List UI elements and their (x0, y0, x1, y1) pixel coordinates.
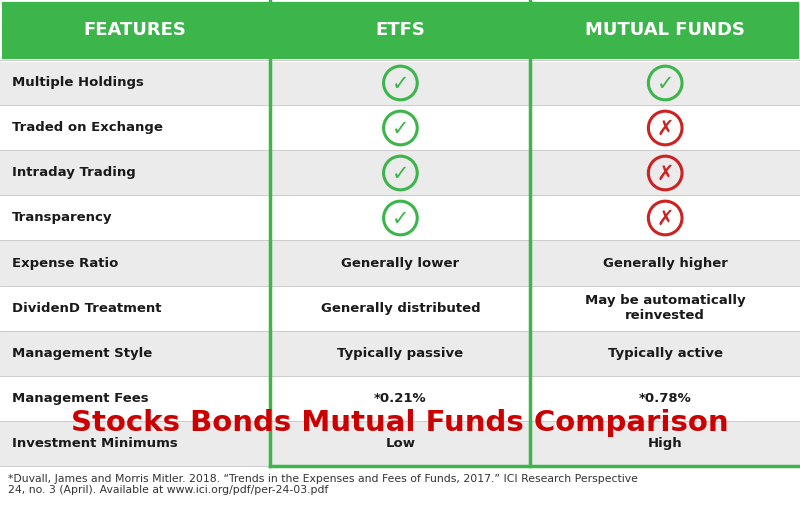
Text: Traded on Exchange: Traded on Exchange (12, 122, 163, 135)
Bar (530, 240, 800, 286)
Text: ✓: ✓ (392, 74, 409, 94)
Bar (270, 330, 530, 376)
Text: High: High (648, 437, 682, 450)
Bar (0, 60, 270, 106)
Bar (530, 150, 800, 196)
Text: Generally higher: Generally higher (602, 257, 728, 269)
Bar (0, 240, 270, 286)
Text: ✗: ✗ (657, 164, 674, 184)
Text: ✓: ✓ (392, 164, 409, 184)
Text: Generally distributed: Generally distributed (321, 301, 480, 315)
Bar (530, 376, 800, 420)
Bar (270, 420, 530, 466)
Bar (270, 106, 530, 150)
Bar (270, 60, 530, 106)
Text: Expense Ratio: Expense Ratio (12, 257, 118, 269)
Text: Investment Minimums: Investment Minimums (12, 437, 178, 450)
Text: Multiple Holdings: Multiple Holdings (12, 76, 144, 89)
Bar (0, 420, 270, 466)
Text: *0.78%: *0.78% (639, 391, 691, 404)
Text: Management Style: Management Style (12, 347, 152, 359)
Text: Intraday Trading: Intraday Trading (12, 167, 136, 179)
Bar (0, 286, 270, 330)
Bar (0, 376, 270, 420)
Bar (530, 60, 800, 106)
Text: ETFS: ETFS (375, 21, 426, 39)
Text: Transparency: Transparency (12, 211, 113, 225)
Text: MUTUAL FUNDS: MUTUAL FUNDS (586, 21, 746, 39)
Bar (530, 286, 800, 330)
Text: Generally lower: Generally lower (342, 257, 459, 269)
Bar (0, 196, 270, 240)
Bar (530, 196, 800, 240)
Bar (270, 150, 530, 196)
Text: ✓: ✓ (392, 209, 409, 229)
Text: Management Fees: Management Fees (12, 391, 149, 404)
Bar (0, 330, 270, 376)
Bar (270, 376, 530, 420)
Bar (270, 240, 530, 286)
Text: ✗: ✗ (657, 209, 674, 229)
Bar (270, 0, 530, 60)
Bar (530, 106, 800, 150)
Text: Low: Low (386, 437, 415, 450)
Bar (0, 106, 270, 150)
Text: *Duvall, James and Morris Mitler. 2018. “Trends in the Expenses and Fees of Fund: *Duvall, James and Morris Mitler. 2018. … (8, 473, 638, 495)
Text: Typically active: Typically active (608, 347, 722, 359)
Text: FEATURES: FEATURES (84, 21, 186, 39)
Bar (530, 0, 800, 60)
Bar (530, 420, 800, 466)
Text: DividenD Treatment: DividenD Treatment (12, 301, 162, 315)
Text: May be automatically
reinvested: May be automatically reinvested (585, 294, 746, 322)
Bar (530, 330, 800, 376)
Bar (270, 286, 530, 330)
Bar (0, 0, 270, 60)
Bar (270, 196, 530, 240)
Text: ✓: ✓ (657, 74, 674, 94)
Text: Typically passive: Typically passive (338, 347, 463, 359)
Text: ✗: ✗ (657, 119, 674, 139)
Text: Stocks Bonds Mutual Funds Comparison: Stocks Bonds Mutual Funds Comparison (71, 409, 729, 438)
Text: ✓: ✓ (392, 119, 409, 139)
Bar (0, 150, 270, 196)
Text: *0.21%: *0.21% (374, 391, 426, 404)
